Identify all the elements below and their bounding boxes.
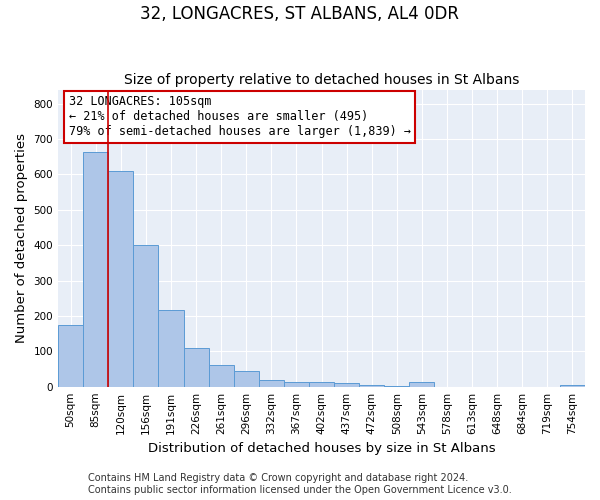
Y-axis label: Number of detached properties: Number of detached properties	[15, 133, 28, 343]
Bar	[133, 245, 158, 386]
Text: 32 LONGACRES: 105sqm
← 21% of detached houses are smaller (495)
79% of semi-deta: 32 LONGACRES: 105sqm ← 21% of detached h…	[68, 96, 410, 138]
Bar	[409, 382, 434, 386]
Bar	[334, 383, 359, 386]
X-axis label: Distribution of detached houses by size in St Albans: Distribution of detached houses by size …	[148, 442, 496, 455]
Bar	[259, 380, 284, 386]
Title: Size of property relative to detached houses in St Albans: Size of property relative to detached ho…	[124, 73, 519, 87]
Bar	[209, 364, 233, 386]
Bar	[83, 152, 108, 386]
Text: Contains HM Land Registry data © Crown copyright and database right 2024.
Contai: Contains HM Land Registry data © Crown c…	[88, 474, 512, 495]
Text: 32, LONGACRES, ST ALBANS, AL4 0DR: 32, LONGACRES, ST ALBANS, AL4 0DR	[140, 5, 460, 23]
Bar	[184, 348, 209, 387]
Bar	[359, 384, 384, 386]
Bar	[58, 325, 83, 386]
Bar	[233, 372, 259, 386]
Bar	[284, 382, 309, 386]
Bar	[158, 310, 184, 386]
Bar	[108, 171, 133, 386]
Bar	[560, 385, 585, 386]
Bar	[309, 382, 334, 386]
